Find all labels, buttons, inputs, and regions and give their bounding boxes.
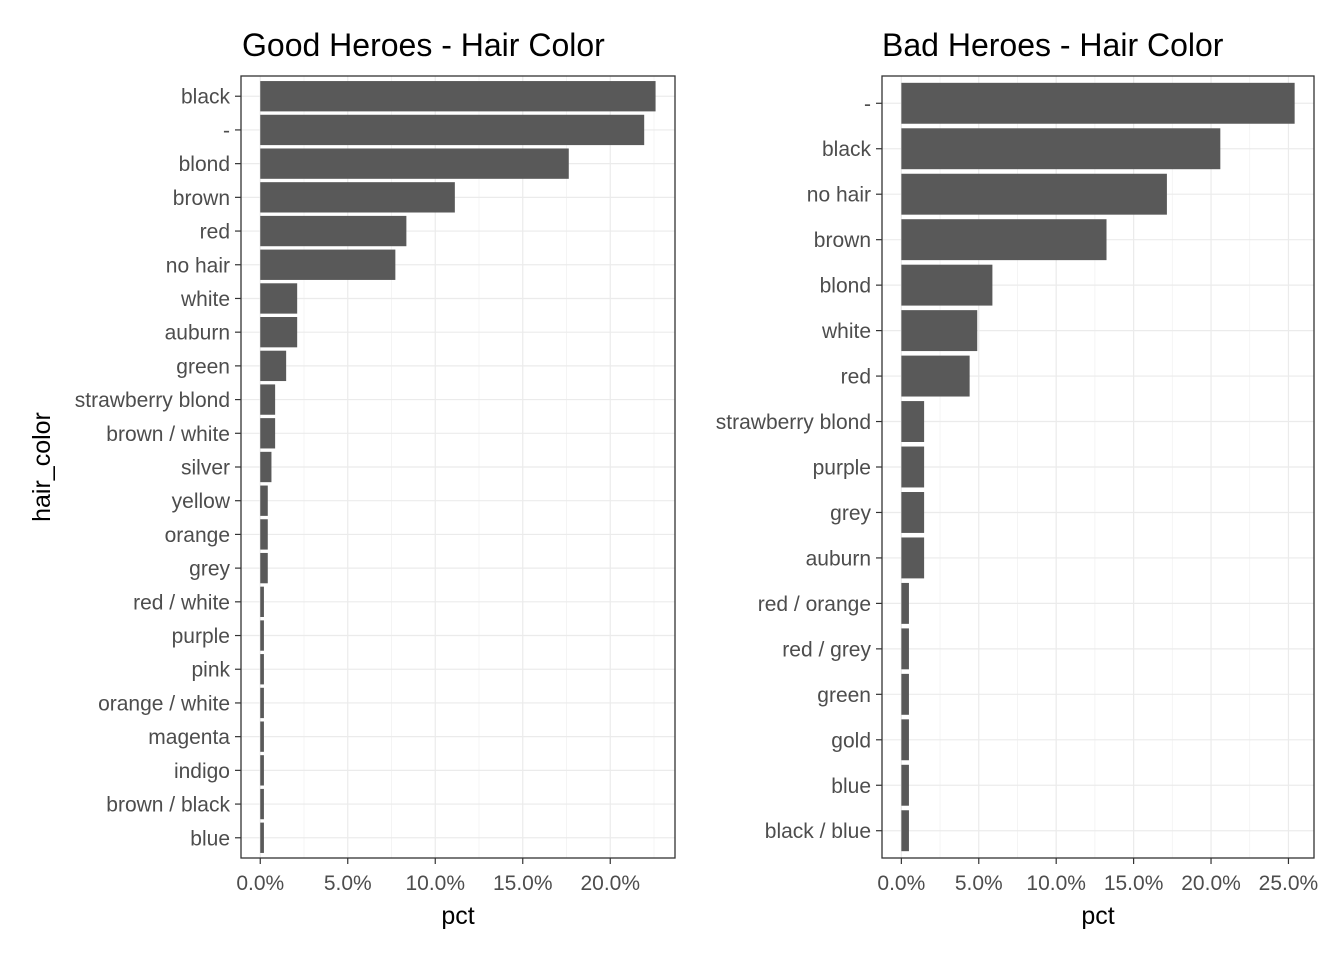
y-tick-label: purple <box>172 625 230 648</box>
bar-bad-grey <box>901 492 925 533</box>
bar-bad- <box>901 82 1295 124</box>
y-tick-label: grey <box>830 502 871 525</box>
y-tick-label: - <box>864 93 871 116</box>
x-axis-title: pct <box>441 902 474 930</box>
y-tick-label: auburn <box>806 547 871 570</box>
y-tick-label: red <box>841 366 871 389</box>
y-tick-label: white <box>821 320 871 343</box>
y-tick-label: blond <box>820 275 871 298</box>
bar-bad-red-grey <box>901 628 909 670</box>
x-tick-label: 20.0% <box>580 872 640 895</box>
bar-bad-gold <box>901 719 909 761</box>
bad-heroes-panel: - black no hair brown blond white red strawberr… <box>716 27 1318 930</box>
bar-bad-black-blue <box>901 810 909 852</box>
y-tick-label: blue <box>831 775 871 798</box>
x-tick-label: 25.0% <box>1259 872 1319 895</box>
y-tick-label: brown <box>814 229 871 252</box>
bar-bad-green <box>901 673 909 715</box>
y-tick-label: strawberry blond <box>716 411 871 434</box>
y-tick-label: green <box>176 355 230 378</box>
y-tick-label: green <box>817 684 871 707</box>
y-tick-label: red / orange <box>758 593 871 616</box>
y-tick-label: indigo <box>174 760 230 783</box>
bar-bad-no-hair <box>901 173 1167 215</box>
y-tick-label: black / blue <box>765 820 871 843</box>
y-tick-label: red <box>200 221 230 244</box>
chart-title: Good Heroes - Hair Color <box>242 27 605 63</box>
bar-good-red-white <box>260 586 264 617</box>
bar-bad-red <box>901 355 970 397</box>
y-tick-label: brown <box>173 187 230 210</box>
x-tick-label: 0.0% <box>236 872 284 895</box>
bar-good-indigo <box>260 755 264 786</box>
y-tick-label: no hair <box>807 184 871 207</box>
x-tick-label: 15.0% <box>1104 872 1164 895</box>
x-tick-label: 10.0% <box>1026 872 1086 895</box>
x-axis-title: pct <box>1081 902 1114 930</box>
y-tick-label: black <box>822 138 872 161</box>
bar-good-strawberry-blond <box>260 384 276 415</box>
bar-bad-auburn <box>901 537 925 579</box>
x-tick-label: 5.0% <box>324 872 372 895</box>
bar-good-black <box>260 81 656 112</box>
y-tick-label: pink <box>191 659 230 682</box>
bar-bad-blond <box>901 264 993 306</box>
bar-good-silver <box>260 451 272 483</box>
x-tick-label: 5.0% <box>955 872 1003 895</box>
bar-good-magenta <box>260 721 264 752</box>
y-tick-label: red / grey <box>782 638 871 661</box>
y-tick-label: orange <box>165 524 230 547</box>
bar-good-brown-black <box>260 788 264 820</box>
bar-good-no-hair <box>260 249 396 280</box>
good-heroes-panel: black - blond brown red no hair white auburn gre… <box>28 27 676 930</box>
bar-good-blue <box>260 822 264 853</box>
bar-good-brown-white <box>260 418 276 449</box>
bar-bad-red-orange <box>901 582 909 624</box>
y-tick-label: brown / black <box>106 794 230 817</box>
bar-good-white <box>260 283 298 314</box>
x-tick-label: 20.0% <box>1181 872 1241 895</box>
bar-good-pink <box>260 654 264 685</box>
y-tick-label: purple <box>813 457 871 480</box>
x-tick-label: 15.0% <box>493 872 553 895</box>
x-tick-label: 10.0% <box>405 872 465 895</box>
y-tick-label: white <box>180 288 230 311</box>
y-tick-label: gold <box>831 729 871 752</box>
y-tick-label: silver <box>181 457 230 480</box>
bar-bad-brown <box>901 219 1107 261</box>
y-tick-label: auburn <box>165 322 230 345</box>
y-tick-label: brown / white <box>106 423 230 446</box>
y-tick-label: - <box>223 119 230 142</box>
y-tick-label: red / white <box>133 591 230 614</box>
bar-good-green <box>260 350 287 382</box>
y-tick-label: black <box>181 86 231 109</box>
bar-good-grey <box>260 552 268 584</box>
bar-good-purple <box>260 620 264 651</box>
bar-good- <box>260 114 645 146</box>
y-axis-title: hair_color <box>28 412 56 522</box>
y-tick-label: yellow <box>172 490 231 513</box>
y-tick-label: blue <box>190 827 230 850</box>
y-tick-label: strawberry blond <box>75 389 230 412</box>
y-tick-label: blond <box>179 153 230 176</box>
bar-bad-purple <box>901 446 925 488</box>
bar-bad-white <box>901 310 978 352</box>
chart-title: Bad Heroes - Hair Color <box>882 27 1224 63</box>
bar-good-red <box>260 215 407 247</box>
y-tick-label: grey <box>189 558 230 581</box>
y-tick-label: magenta <box>148 726 230 749</box>
bar-good-yellow <box>260 485 268 516</box>
y-tick-label: no hair <box>166 254 230 277</box>
bar-good-auburn <box>260 317 298 348</box>
bar-bad-blue <box>901 764 909 806</box>
y-tick-label: orange / white <box>98 692 230 715</box>
bar-good-orange <box>260 519 268 550</box>
x-tick-label: 0.0% <box>877 872 925 895</box>
bar-bad-black <box>901 128 1221 170</box>
bar-good-orange-white <box>260 687 264 719</box>
bar-bad-strawberry-blond <box>901 401 925 442</box>
bar-good-brown <box>260 182 455 213</box>
bar-good-blond <box>260 148 569 179</box>
